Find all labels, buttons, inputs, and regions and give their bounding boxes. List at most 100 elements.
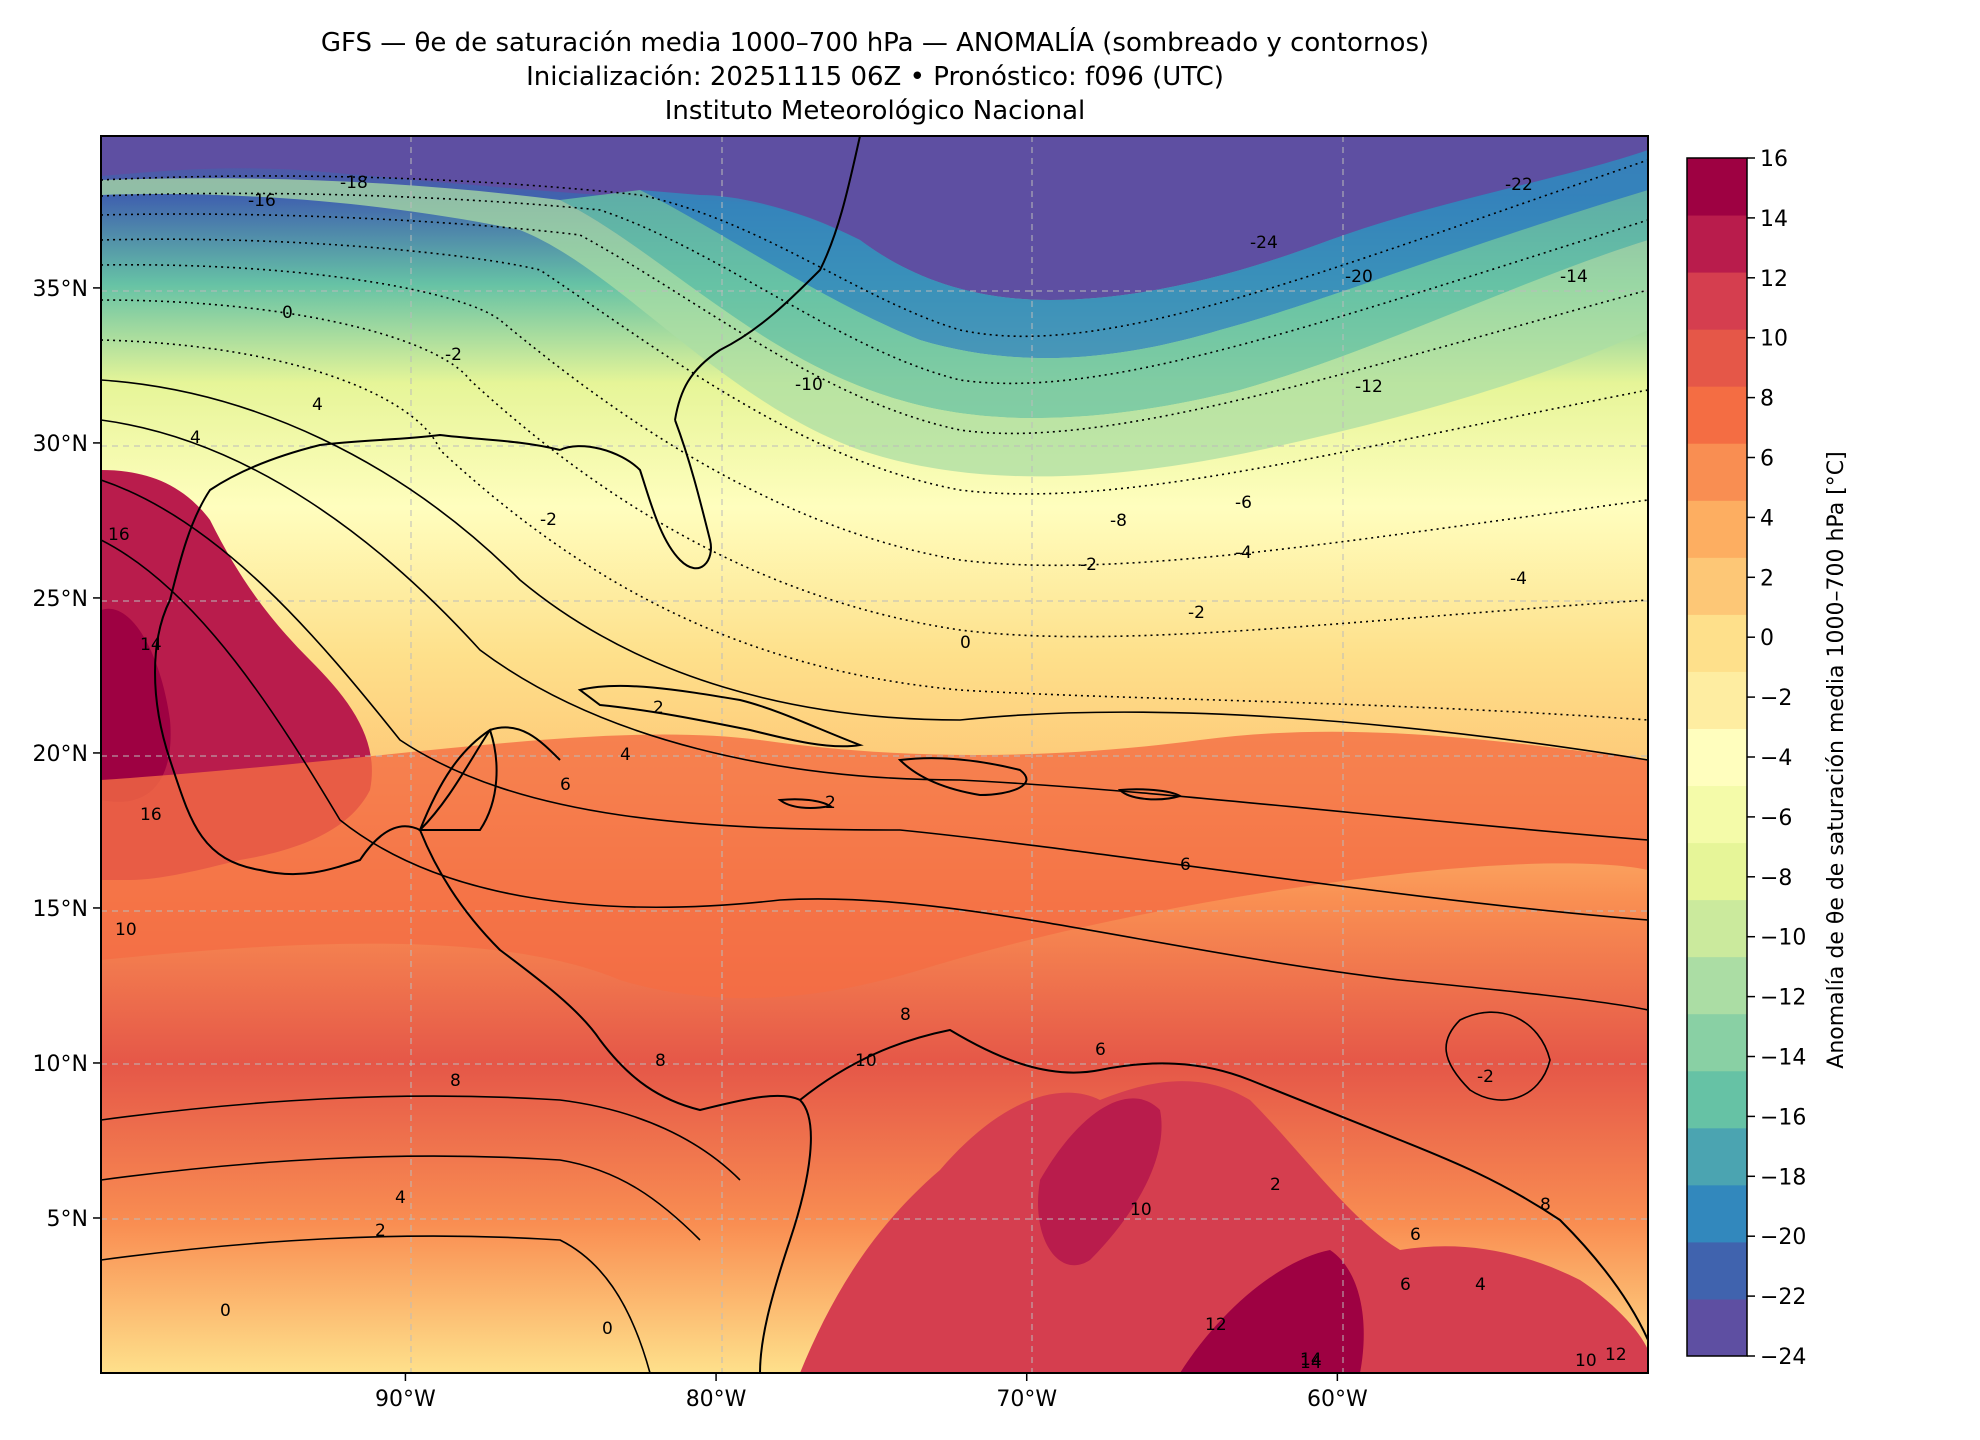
contour-label: 0 (282, 303, 293, 323)
colorbar-tick-label: 8 (1760, 387, 1774, 412)
contour-label: -18 (340, 173, 368, 193)
contour-label: -2 (540, 510, 557, 530)
contour-label: 4 (1475, 1275, 1486, 1295)
coast-cuba (577, 684, 864, 748)
colorbar-tick-label: −4 (1760, 746, 1792, 771)
contour-label: 2 (653, 698, 664, 718)
lat-tick-label: 5°N (47, 1207, 88, 1232)
title-line-3: Instituto Meteorológico Nacional (664, 96, 1086, 126)
contour-label: -10 (795, 375, 823, 395)
warm-region-southamerica (800, 1081, 1648, 1373)
colorbar-tick-label: 14 (1760, 207, 1788, 232)
lat-tick-label: 15°N (33, 897, 88, 922)
contour-label: 16 (108, 525, 130, 545)
contour-labels: -18 -16 -24 -22 -20 -14 -12 -10 -8 -6 -4… (108, 173, 1627, 1373)
lon-tick-label: 60°W (1307, 1387, 1368, 1412)
contour-label: 0 (960, 633, 971, 653)
colorbar-tick-label: −2 (1760, 686, 1792, 711)
title-line-1: GFS — θe de saturación media 1000–700 hP… (320, 28, 1430, 58)
negative-contours (101, 159, 1648, 721)
contour-label: -2 (1477, 1067, 1494, 1087)
contour-label: 10 (855, 1051, 877, 1071)
map-frame (100, 135, 1649, 1374)
colorbar-tick-label: 0 (1760, 626, 1774, 651)
coast-jamaica (777, 798, 833, 809)
lon-tick-label: 80°W (686, 1387, 747, 1412)
colorbar-segment (1687, 1013, 1747, 1072)
contour-label: 10 (1575, 1351, 1597, 1371)
colorbar-segment (1687, 899, 1747, 958)
coast-hispaniola (897, 757, 1028, 797)
colorbar-segment (1687, 728, 1747, 787)
lat-tick-label: 25°N (33, 587, 88, 612)
warm-core-southamerica-2 (1180, 1250, 1364, 1373)
teal-band (560, 190, 1648, 419)
contour-label: -4 (1510, 569, 1527, 589)
contour-label: 6 (1400, 1275, 1411, 1295)
contour-label: 14 (1300, 1350, 1322, 1370)
colorbar-segment (1687, 386, 1747, 444)
colorbar-tick-label: −22 (1760, 1285, 1806, 1310)
colorbar-segment (1687, 557, 1747, 615)
colorbar-tick-label: −16 (1760, 1105, 1806, 1130)
contour-label: 6 (1410, 1225, 1421, 1245)
contour-label: 4 (312, 395, 323, 415)
colorbar-segment (1687, 671, 1747, 729)
lat-tick-label: 30°N (33, 432, 88, 457)
coast-south-america (799, 1028, 1648, 1341)
colorbar-segment (1687, 158, 1747, 216)
colorbar-tick-label: −12 (1760, 986, 1806, 1011)
colorbar-segment (1687, 956, 1747, 1015)
colorbar-tick-label: 10 (1760, 327, 1788, 352)
coast-us-east (674, 136, 861, 421)
contour-label: -8 (1110, 511, 1127, 531)
coastlines (154, 136, 1648, 1373)
coast-gulf (154, 433, 561, 876)
colorbar-tick-label: −20 (1760, 1225, 1806, 1250)
contour-label: 12 (1205, 1315, 1227, 1335)
contour-label: 12 (1605, 1345, 1627, 1365)
colorbar-tick-label: 4 (1760, 506, 1774, 531)
contour-label: -12 (1355, 377, 1383, 397)
colorbar-segment (1687, 500, 1747, 558)
contour-label: 8 (450, 1071, 461, 1091)
colorbar-segment (1687, 443, 1747, 501)
cold-blue-band (640, 150, 1648, 359)
contour-label: -2 (1188, 603, 1205, 623)
cold-core-region (101, 136, 1648, 300)
colorbar-segment (1687, 1241, 1747, 1300)
colorbar-tick-label: 16 (1760, 147, 1788, 172)
colorbar-segment (1687, 1184, 1747, 1243)
contour-label: -2 (1080, 555, 1097, 575)
contour-label: 14 (140, 635, 162, 655)
contour-label: 8 (900, 1005, 911, 1025)
colorbar-segment (1687, 329, 1747, 387)
colorbar-segment (1687, 215, 1747, 273)
colorbar-segment (1687, 1127, 1747, 1186)
title-line-2: Inicialización: 20251115 06Z • Pronóstic… (526, 62, 1224, 92)
colorbar-tick-label: 2 (1760, 566, 1774, 591)
contour-label: 6 (1095, 1040, 1106, 1060)
lat-tick-label: 20°N (33, 742, 88, 767)
coast-central-america (419, 829, 812, 1373)
coast-yucatan (418, 728, 498, 831)
contour-label: 14 (1300, 1353, 1322, 1373)
chart-title: GFS — θe de saturación media 1000–700 hP… (100, 26, 1650, 128)
contour-label: -2 (445, 345, 462, 365)
contour-label: 10 (1130, 1200, 1152, 1220)
contour-label: -22 (1505, 175, 1533, 195)
colorbar-tick-label: 6 (1760, 447, 1774, 472)
colorbar-segment (1687, 842, 1747, 901)
colorbar-segment (1687, 272, 1747, 330)
contour-label: 4 (190, 428, 201, 448)
contour-label: -14 (1560, 267, 1588, 287)
colorbar-tick-label: −14 (1760, 1046, 1806, 1071)
coast-florida (559, 419, 712, 570)
warm-core-mexico (101, 608, 171, 802)
contour-label: -4 (1235, 543, 1252, 563)
contour-label: 2 (375, 1221, 386, 1241)
contour-label: 8 (655, 1051, 666, 1071)
contour-label: 0 (602, 1319, 613, 1339)
contour-label: -16 (248, 191, 276, 211)
warm-belt-caribbean (101, 731, 1648, 999)
